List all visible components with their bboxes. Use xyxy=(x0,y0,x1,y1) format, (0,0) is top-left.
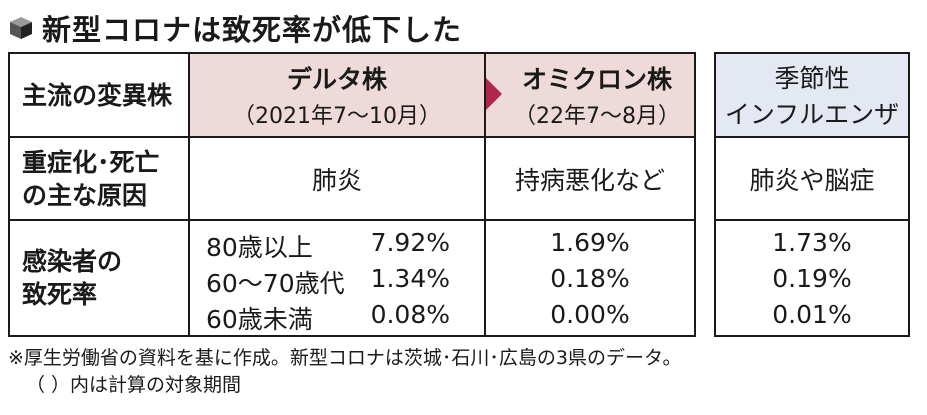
fatality-label-line1: 感染者の xyxy=(22,247,123,276)
omicron-rate: 0.00% xyxy=(550,300,630,329)
flu-name-line2: インフルエンザ xyxy=(724,100,900,129)
fatality-label-line2: 致死率 xyxy=(22,280,98,309)
omicron-rate: 1.69% xyxy=(550,228,630,257)
flu-rate: 1.73% xyxy=(772,228,852,257)
omicron-cause: 持病悪化など xyxy=(514,165,665,195)
header-row-label: 主流の変異株 xyxy=(22,80,173,110)
cause-label-line1: 重症化･死亡 xyxy=(22,147,160,177)
omicron-rate: 0.18% xyxy=(550,264,630,293)
column-divider xyxy=(484,54,486,335)
header-background xyxy=(716,54,908,136)
omicron-name: オミクロン株 xyxy=(521,65,672,94)
row-divider xyxy=(10,219,694,221)
cause-label-line2: の主な原因 xyxy=(22,180,148,210)
age-label: 60歳未満 xyxy=(206,305,313,334)
flu-name-line1: 季節性 xyxy=(774,64,850,93)
page-title: 新型コロナは致死率が低下した xyxy=(42,13,463,47)
row-divider xyxy=(716,136,908,138)
cube-icon xyxy=(10,17,32,39)
column-divider xyxy=(188,54,190,335)
delta-header: デルタ株 （2021年7〜10月） xyxy=(190,54,484,136)
delta-cause: 肺炎 xyxy=(311,165,362,195)
delta-rate: 0.08% xyxy=(370,300,450,329)
delta-name: デルタ株 xyxy=(286,65,387,94)
title-row: 新型コロナは致死率が低下した xyxy=(8,8,462,48)
flu-cause: 肺炎や脳症 xyxy=(749,165,875,195)
flu-header: 季節性 インフルエンザ xyxy=(716,54,908,136)
period-note: （ ）内は計算の対象期間 xyxy=(26,374,242,396)
flu-rate: 0.19% xyxy=(772,264,852,293)
age-label: 80歳以上 xyxy=(206,233,313,262)
header-background xyxy=(188,54,694,136)
flu-rate: 0.01% xyxy=(772,300,852,329)
row-divider xyxy=(10,136,694,138)
cause-row-label: 重症化･死亡 の主な原因 xyxy=(22,138,160,219)
source-note: ※厚生労働省の資料を基に作成。新型コロナは茨城･石川･広島の3県のデータ。 xyxy=(8,347,682,369)
omicron-header: オミクロン株 （22年7〜8月） xyxy=(500,54,694,136)
comparison-table: 主流の変異株 デルタ株 （2021年7〜10月） オミクロン株 （22年7〜8月… xyxy=(8,52,696,337)
delta-cause-cell: 肺炎 xyxy=(190,138,484,219)
header-row-label-cell: 主流の変異株 xyxy=(22,54,172,136)
arrow-right-icon xyxy=(486,78,502,110)
row-divider xyxy=(716,219,908,221)
omicron-period: （22年7〜8月） xyxy=(514,104,680,129)
flu-cause-cell: 肺炎や脳症 xyxy=(716,138,908,219)
age-label: 60〜70歳代 xyxy=(206,269,345,298)
flu-table: 季節性 インフルエンザ 肺炎や脳症 1.73% 0.19% 0.01% xyxy=(714,52,910,337)
delta-rate: 7.92% xyxy=(370,228,450,257)
delta-rate: 1.34% xyxy=(370,264,450,293)
fatality-row-label: 感染者の 致死率 xyxy=(22,221,122,335)
omicron-cause-cell: 持病悪化など xyxy=(486,138,694,219)
delta-period: （2021年7〜10月） xyxy=(233,104,441,129)
